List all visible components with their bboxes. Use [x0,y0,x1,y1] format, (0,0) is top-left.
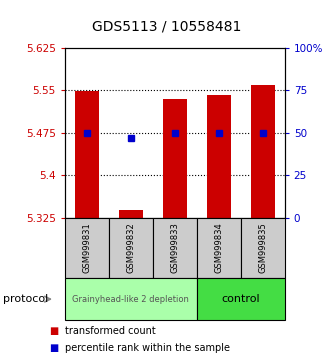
Text: GSM999831: GSM999831 [82,222,92,273]
Bar [163,99,187,218]
Text: ■: ■ [49,326,58,336]
Text: GDS5113 / 10558481: GDS5113 / 10558481 [92,19,241,34]
Text: percentile rank within the sample: percentile rank within the sample [65,343,230,353]
Text: control: control [221,294,260,304]
Text: protocol: protocol [3,294,49,304]
Text: GSM999834: GSM999834 [214,222,223,273]
Bar [75,91,99,218]
Text: transformed count: transformed count [65,326,156,336]
Text: ■: ■ [49,343,58,353]
Text: Grainyhead-like 2 depletion: Grainyhead-like 2 depletion [73,295,189,304]
Text: GSM999833: GSM999833 [170,222,179,273]
Text: GSM999835: GSM999835 [258,222,267,273]
Bar [251,85,275,218]
Bar [119,210,143,218]
Text: GSM999832: GSM999832 [126,222,136,273]
Bar [207,95,231,218]
